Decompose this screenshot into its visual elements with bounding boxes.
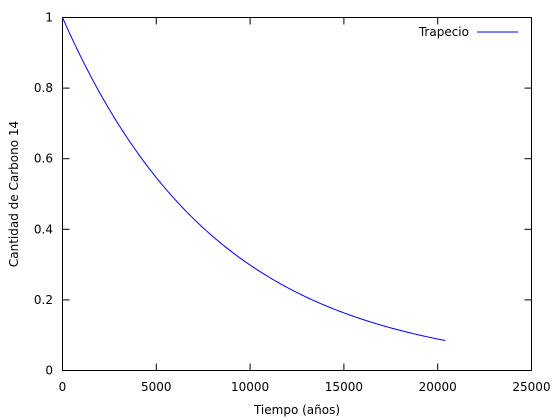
y-tick-label: 0 bbox=[45, 364, 53, 378]
y-tick-label: 0.4 bbox=[34, 222, 53, 236]
y-tick-label: 0.6 bbox=[34, 152, 53, 166]
plot-frame bbox=[62, 17, 532, 371]
x-tick-label: 10000 bbox=[231, 380, 269, 394]
y-tick-label: 0.2 bbox=[34, 293, 53, 307]
tick-labels: 0 5000 10000 15000 20000 25000 0 0.2 0.4 0.6 0.8 1 bbox=[34, 11, 551, 395]
x-tick-label: 15000 bbox=[325, 380, 363, 394]
x-tick-label: 25000 bbox=[512, 380, 550, 394]
x-tick-label: 20000 bbox=[419, 380, 457, 394]
legend-label: Trapecio bbox=[418, 25, 469, 39]
legend: Trapecio bbox=[418, 25, 518, 39]
y-tick-label: 1 bbox=[45, 11, 53, 25]
series-layer bbox=[62, 17, 446, 341]
x-tick-label: 5000 bbox=[141, 380, 172, 394]
x-axis-title: Tiempo (años) bbox=[253, 403, 340, 417]
y-tick-label: 0.8 bbox=[34, 81, 53, 95]
series-line-trapecio bbox=[62, 17, 446, 341]
x-tick-label: 0 bbox=[59, 380, 67, 394]
y-axis-title: Cantidad de Carbono 14 bbox=[7, 121, 21, 267]
axis-ticks bbox=[62, 17, 532, 371]
